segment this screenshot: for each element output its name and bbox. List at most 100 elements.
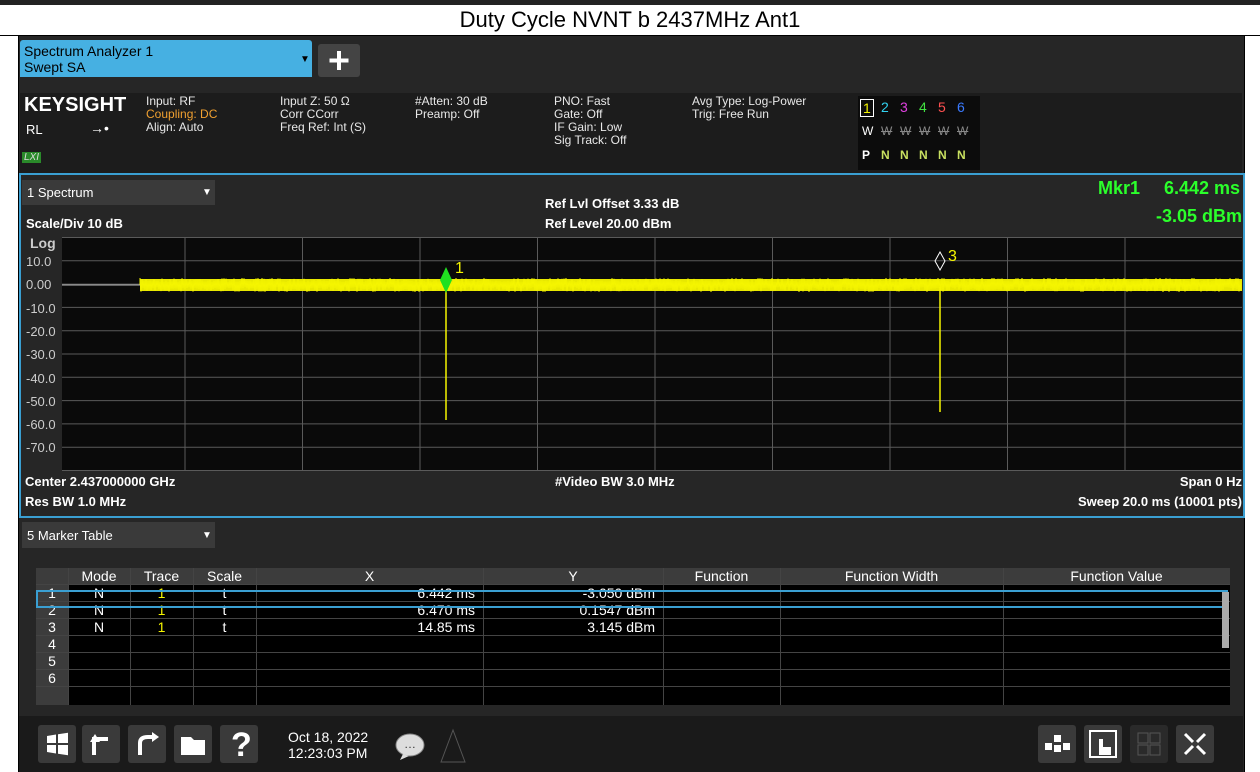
rl-label: RL [26,122,43,137]
col-line [193,568,194,705]
column-header: Y [568,568,578,584]
column-header: Trace [143,568,180,584]
cell: 6.442 ms [417,585,475,601]
status-text: IF Gain: Low [554,120,623,134]
row-line [36,584,1230,585]
layout-button[interactable] [1038,725,1076,763]
ref-offset: Ref Lvl Offset 3.33 dB [545,196,680,211]
y-label: -10.0 [26,300,56,316]
status-bar [20,93,1242,173]
row-line [36,635,1230,636]
status-text: Input Z: 50 Ω [280,94,350,108]
column-header: Function Value [1070,568,1163,584]
trace-number: 6 [957,99,965,115]
layout-icon [1045,735,1070,752]
trace-type: W [938,124,950,138]
help-button[interactable]: ? [220,725,258,764]
col-line [256,568,257,705]
cell: 2 [48,602,56,618]
window-label: 1 Spectrum [27,185,94,200]
window-selector[interactable]: 1 Spectrum ▼ [22,180,215,205]
marker-label: 1 [455,260,464,277]
redo-button[interactable] [128,725,166,763]
y-label: -60.0 [26,417,56,433]
page-title: Duty Cycle NVNT b 2437MHz Ant1 [459,7,801,32]
touch-icon [1089,730,1117,758]
trace-number: 2 [881,99,889,115]
add-button[interactable] [318,44,360,77]
dropdown-arrow: ▼ [300,54,310,65]
column-header: X [364,568,375,584]
status-text: Sig Track: Off [554,133,627,147]
cell: t [222,585,227,601]
cell: 1 [157,619,166,635]
status-text: Align: Auto [146,120,204,134]
y-label: -20.0 [26,323,56,339]
y-label: -50.0 [26,393,56,409]
scrollbar [1222,592,1229,648]
status-text: #Atten: 30 dB [415,94,488,108]
row-line [36,686,1230,687]
dropdown-arrow: ▼ [202,187,212,198]
top-bar [0,0,1260,5]
status-text: Corr CCorr [280,107,339,121]
header-bg [36,568,1230,584]
trace-type: W [900,124,912,138]
status-text: Gate: Off [554,107,603,121]
marker-1 [440,267,452,293]
marker-y: -3.05 dBm [1155,206,1242,226]
windows-icon [47,732,68,756]
touch-button[interactable] [1084,725,1122,763]
log-label: Log [30,235,56,251]
marker-3 [934,250,946,272]
undo-button[interactable] [82,725,120,763]
cell: 1 [157,585,166,601]
dropdown-arrow: ▼ [202,530,212,541]
help-icon: ? [231,726,252,764]
status-text: Trig: Free Run [692,107,769,121]
rf-input-icon: →• [90,120,109,136]
col-line [1003,568,1004,705]
column-header: Function Width [844,568,939,584]
window-button[interactable] [1130,725,1168,763]
cell: 3.145 dBm [587,619,655,635]
marker-label: 3 [948,248,957,265]
col-line [68,568,69,705]
trace-type: W [919,124,931,138]
cell: N [93,585,105,601]
status-text: PNO: Fast [554,94,611,108]
window-icon [1137,732,1161,756]
window-selector[interactable]: 5 Marker Table ▼ [22,522,215,548]
column-header: Scale [206,568,243,584]
cell: 14.85 ms [417,619,475,635]
res-bw: Res BW 1.0 MHz [25,494,127,509]
detector: N [900,148,909,162]
notification-icons[interactable]: … [393,728,473,764]
plus-icon [329,51,349,70]
trace-type: W [862,124,874,138]
selected-row [36,590,1228,608]
folder-button[interactable] [174,725,212,763]
window-label: 5 Marker Table [27,528,113,543]
cell: 4 [48,636,56,652]
cell: 1 [48,585,56,601]
index-col [36,584,68,705]
cell: 3 [48,619,56,635]
analyzer-tab[interactable]: Spectrum Analyzer 1 Swept SA ▼ [20,40,312,77]
status-text: Avg Type: Log-Power [692,94,807,108]
status-text: Preamp: Off [415,107,480,121]
detector: N [938,148,947,162]
row-line [36,601,1230,602]
trace [139,277,1242,293]
start-button[interactable] [38,725,76,763]
col-line [130,568,131,705]
cell: 5 [48,653,56,669]
cell: N [93,619,105,635]
col-line [780,568,781,705]
divider [0,35,1260,36]
fullscreen-button[interactable] [1176,725,1214,763]
tab-label: Swept SA [24,59,86,75]
center-freq: Center 2.437000000 GHz [25,474,176,489]
ref-level: Ref Level 20.00 dBm [545,216,672,231]
